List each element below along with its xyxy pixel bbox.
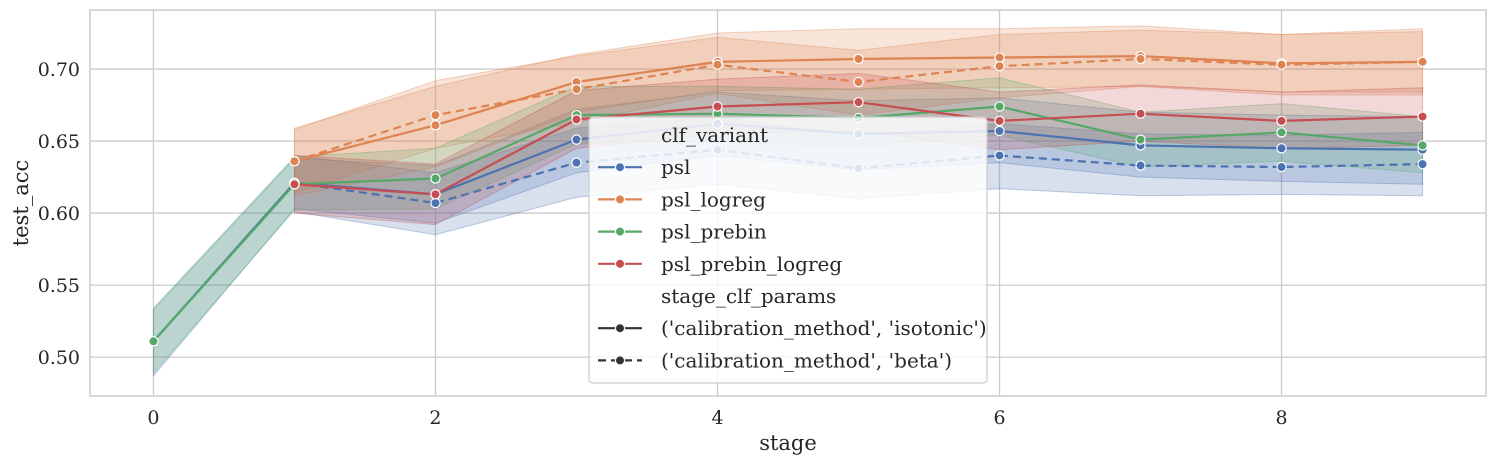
data-point-psl_logreg-beta: [1417, 56, 1428, 68]
legend-style-swatch-marker: [614, 323, 626, 334]
y-tick-label: 0.65: [38, 131, 80, 153]
data-point-psl_logreg-beta: [289, 156, 300, 167]
data-point-psl_logreg-beta: [571, 84, 582, 95]
x-axis-label: stage: [759, 431, 817, 455]
data-point-psl_prebin_logreg-isotonic: [1135, 108, 1146, 119]
data-point-psl_prebin-isotonic: [994, 101, 1005, 112]
data-point-psl_prebin-isotonic: [148, 336, 159, 347]
data-point-psl_prebin-isotonic: [1135, 134, 1146, 145]
legend-entry-label: psl_logreg: [661, 187, 766, 211]
data-point-psl-beta: [994, 150, 1005, 161]
y-tick-label: 0.50: [38, 347, 80, 369]
data-point-psl_prebin_logreg-isotonic: [712, 101, 723, 112]
y-tick-label: 0.70: [38, 59, 80, 81]
data-point-psl_prebin_logreg-isotonic: [994, 115, 1005, 127]
data-point-psl-isotonic: [571, 134, 582, 145]
data-point-psl_prebin_logreg-isotonic: [1417, 111, 1428, 122]
x-tick-label: 8: [1275, 407, 1287, 429]
legend-style-title: stage_clf_params: [661, 284, 836, 308]
band-psl_prebin-isotonic: [152, 77, 1424, 375]
data-point-psl_prebin_logreg-isotonic: [430, 189, 441, 200]
x-tick-label: 0: [147, 407, 159, 429]
x-tick-label: 6: [993, 407, 1005, 429]
series-line-psl_prebin-isotonic: [152, 105, 1423, 343]
y-tick-label: 0.55: [38, 275, 80, 297]
plot-frame: [89, 9, 1487, 397]
legend-entry-label: psl: [661, 155, 690, 179]
legend-entry-label: psl_prebin: [661, 220, 767, 244]
legend-swatch-marker: [614, 161, 626, 173]
data-point-psl_logreg-beta: [712, 59, 723, 70]
data-point-psl_logreg-beta: [430, 109, 441, 121]
legend-swatch-marker: [614, 194, 626, 205]
series-markers: [148, 50, 1428, 347]
data-point-psl_logreg-isotonic: [853, 53, 864, 65]
data-point-psl_prebin_logreg-isotonic: [289, 179, 300, 190]
legend-style-label: ('calibration_method', 'beta'): [661, 348, 952, 372]
data-point-psl_prebin-isotonic: [1276, 127, 1287, 138]
data-point-psl_logreg-beta: [1276, 59, 1287, 70]
data-point-psl_logreg-beta: [1135, 53, 1146, 65]
legend-swatch-marker: [614, 226, 626, 237]
y-axis-label: test_acc: [9, 160, 33, 247]
y-axis-ticks: 0.50 0.55 0.60 0.65 0.70: [38, 59, 80, 369]
data-point-psl_logreg-beta: [853, 76, 864, 88]
legend-style-swatch-marker: [614, 355, 626, 366]
data-point-psl_logreg-isotonic: [430, 120, 441, 131]
data-point-psl_prebin-isotonic: [1417, 140, 1428, 151]
data-point-psl-isotonic: [994, 125, 1005, 137]
data-point-psl-beta: [1417, 158, 1428, 170]
data-point-psl_logreg-beta: [994, 60, 1005, 72]
data-point-psl_prebin_logreg-isotonic: [571, 114, 582, 125]
legend-entry-label: psl_prebin_logreg: [661, 252, 842, 276]
legend-hue-title: clf_variant: [661, 123, 768, 147]
data-point-psl-beta: [1276, 161, 1287, 173]
data-point-psl-beta: [1135, 160, 1146, 171]
data-point-psl_prebin-isotonic: [430, 173, 441, 184]
data-point-psl_prebin_logreg-isotonic: [1276, 115, 1287, 127]
data-point-psl-beta: [571, 157, 582, 168]
legend-swatch-marker: [614, 258, 626, 269]
x-tick-label: 2: [429, 407, 441, 429]
data-point-psl_logreg-isotonic: [994, 52, 1005, 63]
legend-style-label: ('calibration_method', 'isotonic'): [661, 316, 987, 340]
y-tick-label: 0.60: [38, 203, 80, 225]
x-tick-label: 4: [711, 407, 723, 429]
data-point-psl-beta: [430, 197, 441, 209]
data-point-psl_prebin_logreg-isotonic: [853, 96, 864, 108]
legend-box: [588, 116, 988, 384]
x-axis-ticks: 0 2 4 6 8: [147, 407, 1287, 429]
data-point-psl-isotonic: [1276, 143, 1287, 154]
